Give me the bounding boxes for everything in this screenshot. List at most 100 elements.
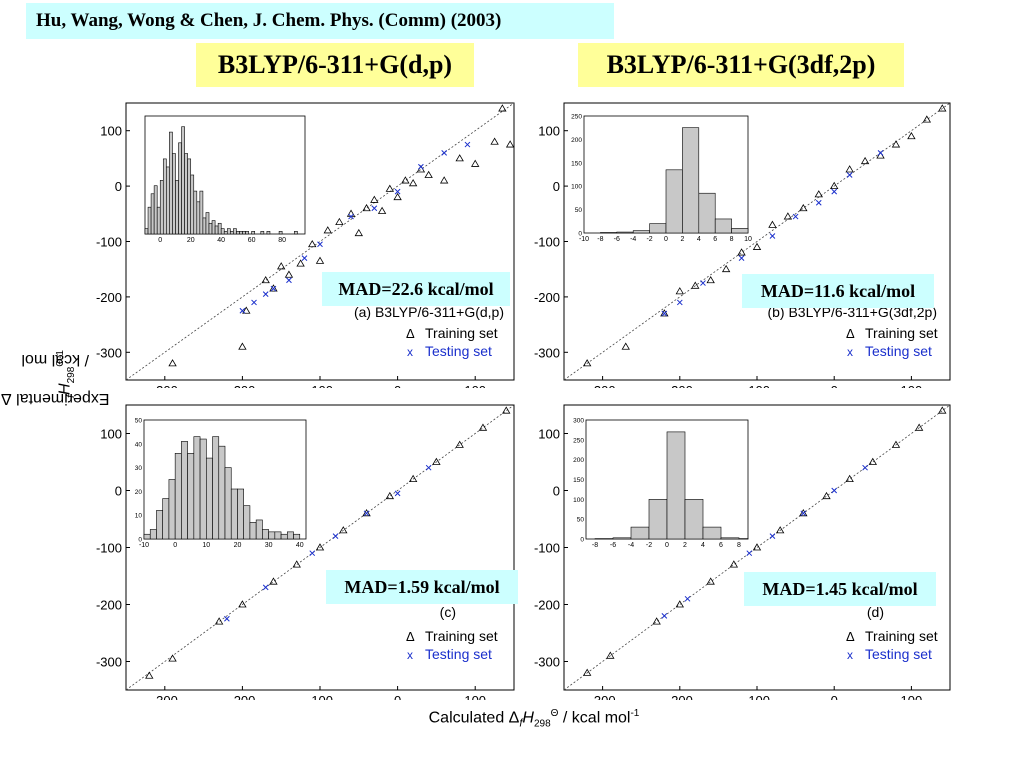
y-tick-label: -100 — [96, 235, 122, 250]
training-point — [168, 359, 177, 367]
histogram-bar — [166, 166, 170, 235]
inset-x-tick-label: 60 — [248, 237, 256, 244]
x-tick-label: 100 — [901, 693, 923, 700]
training-point — [455, 154, 464, 162]
panel-b-chart: -300-200-10001001000-100-200-300-10-8-6-… — [534, 102, 951, 388]
training-point — [323, 226, 332, 234]
inset-y-tick-label: 250 — [573, 437, 584, 444]
histogram-bar — [208, 222, 213, 235]
y-tick-label: -300 — [96, 345, 122, 360]
training-point — [914, 423, 924, 431]
inset-x-tick-label: 20 — [187, 237, 195, 244]
histogram-bar — [147, 206, 152, 235]
testing-point — [746, 550, 753, 557]
histogram-bar — [293, 533, 301, 540]
testing-point — [800, 510, 807, 517]
legend-training-label: Training set — [425, 628, 498, 644]
training-point — [335, 217, 344, 226]
y-tick-label: -100 — [534, 541, 560, 556]
histogram-bar — [220, 228, 225, 235]
histogram-bar — [236, 231, 240, 235]
panel-caption: (b) B3LYP/6-311+G(3df,2p) — [767, 304, 937, 320]
training-point — [242, 306, 251, 314]
histogram-bar — [181, 126, 185, 235]
training-point — [822, 491, 831, 500]
histogram-bar — [144, 228, 149, 235]
testing-point — [877, 150, 884, 156]
inset-x-tick-label: 10 — [744, 236, 752, 243]
inset-y-tick-label: 150 — [571, 160, 582, 167]
legend-training-label: Training set — [865, 628, 938, 644]
histogram-bar — [178, 142, 182, 235]
inset-x-tick-label: 4 — [701, 542, 705, 549]
histogram-bar — [682, 127, 700, 234]
testing-point — [251, 299, 257, 306]
histogram-bar — [630, 526, 650, 540]
training-point — [768, 220, 777, 228]
x-tick-label: 100 — [464, 383, 486, 388]
inset-x-tick-label: 80 — [278, 237, 286, 244]
training-point — [455, 440, 464, 448]
training-point — [269, 284, 278, 292]
training-point — [308, 239, 317, 248]
histogram-bar — [702, 526, 722, 540]
training-point — [238, 342, 247, 350]
legend-training-label: Training set — [865, 325, 938, 341]
training-point — [385, 491, 395, 500]
legend-testing-marker: x — [407, 648, 413, 662]
inset-x-tick-label: -10 — [579, 236, 589, 243]
histogram-bar — [255, 519, 263, 540]
training-point — [393, 192, 402, 201]
testing-point — [317, 241, 323, 248]
histogram-bar — [184, 153, 188, 235]
panel-caption: (a) B3LYP/6-311+G(d,p) — [354, 304, 504, 320]
training-point — [214, 617, 224, 625]
training-point — [502, 406, 511, 414]
histogram-bar — [159, 180, 164, 235]
testing-point — [769, 233, 776, 239]
inset-y-tick-label: 200 — [573, 457, 584, 464]
testing-point — [394, 490, 401, 497]
training-point — [315, 256, 325, 264]
inset-y-tick-label: 50 — [575, 207, 583, 214]
testing-point — [239, 307, 246, 314]
inset-x-tick-label: -10 — [139, 542, 149, 549]
histogram-bar — [156, 206, 161, 235]
y-tick-label: 0 — [115, 484, 122, 499]
histogram-bar — [181, 441, 188, 540]
inset-y-tick-label: 40 — [135, 441, 143, 448]
inset-x-tick-label: -8 — [597, 236, 603, 243]
histogram-bar — [205, 212, 210, 235]
training-point — [439, 176, 449, 184]
histogram-bar — [199, 190, 204, 235]
x-tick-label: -200 — [667, 693, 693, 700]
histogram-bar — [212, 436, 220, 540]
histogram-bar — [237, 488, 244, 540]
histogram-bar — [153, 185, 158, 235]
training-point — [401, 176, 410, 184]
y-tick-label: 100 — [100, 427, 122, 442]
training-point — [354, 228, 363, 237]
training-point — [408, 179, 418, 187]
histogram-bar — [242, 231, 246, 235]
x-tick-label: 0 — [831, 383, 838, 388]
inset-x-tick-label: 0 — [665, 542, 669, 549]
legend-testing-label: Testing set — [425, 343, 492, 359]
testing-point — [441, 150, 448, 156]
histogram-bar — [251, 231, 256, 235]
legend-training-marker: Δ — [406, 326, 415, 341]
training-point — [721, 264, 731, 273]
histogram-bar — [230, 231, 234, 235]
x-tick-label: 100 — [901, 383, 923, 388]
training-point — [845, 165, 854, 173]
inset-x-tick-label: 10 — [202, 542, 210, 549]
panel-c-chart: -300-200-10001001000-100-200-300-1001020… — [96, 404, 515, 700]
training-point — [498, 104, 507, 112]
histogram-bar — [218, 445, 226, 540]
testing-point — [846, 172, 853, 178]
x-tick-label: -100 — [307, 693, 333, 700]
histogram-bar — [156, 510, 163, 540]
y-tick-label: -100 — [96, 541, 122, 556]
testing-point — [425, 464, 432, 471]
histogram-bar — [278, 231, 283, 235]
